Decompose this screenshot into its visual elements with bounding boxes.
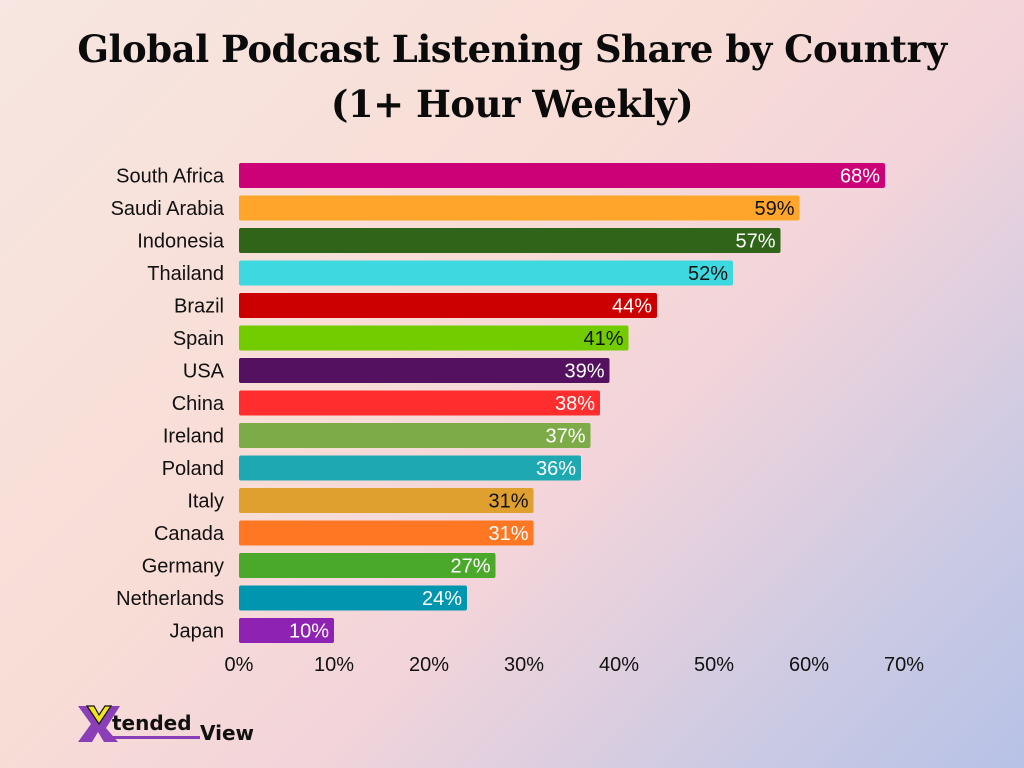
bar xyxy=(239,163,885,188)
category-label: Indonesia xyxy=(137,231,225,253)
category-label: Germany xyxy=(142,556,224,578)
data-label: 24% xyxy=(422,588,462,610)
data-label: 38% xyxy=(555,393,595,415)
data-label: 68% xyxy=(840,166,880,188)
bar xyxy=(239,260,733,286)
bar xyxy=(239,325,629,351)
bar xyxy=(239,618,334,643)
data-label: 59% xyxy=(754,198,794,220)
category-label: Netherlands xyxy=(116,588,224,610)
data-label: 37% xyxy=(545,426,585,448)
category-label: USA xyxy=(183,361,225,383)
category-label: Japan xyxy=(170,621,225,643)
x-tick-label: 50% xyxy=(694,654,734,676)
bar xyxy=(239,195,800,221)
category-label: Saudi Arabia xyxy=(111,198,225,220)
category-label: Spain xyxy=(173,328,224,350)
bar xyxy=(239,390,600,416)
x-tick-label: 10% xyxy=(314,654,354,676)
category-label: Italy xyxy=(187,491,224,513)
bar xyxy=(239,358,610,383)
x-tick-label: 40% xyxy=(599,654,639,676)
category-label: Poland xyxy=(162,458,224,480)
data-label: 44% xyxy=(612,296,652,318)
x-tick-label: 70% xyxy=(884,654,924,676)
xtendedview-logo: tended View xyxy=(78,705,254,745)
x-tick-label: 60% xyxy=(789,654,829,676)
x-tick-label: 30% xyxy=(504,654,544,676)
bar xyxy=(239,293,657,318)
svg-text:tended: tended xyxy=(112,711,192,735)
data-label: 39% xyxy=(564,361,604,383)
data-label: 31% xyxy=(488,491,528,513)
category-label: South Africa xyxy=(116,166,225,188)
x-tick-label: 0% xyxy=(225,654,254,676)
chart-title: Global Podcast Listening Share by Countr… xyxy=(0,22,1024,132)
bar xyxy=(239,228,781,253)
title-line-1: Global Podcast Listening Share by Countr… xyxy=(77,27,947,71)
data-label: 36% xyxy=(536,458,576,480)
data-label: 31% xyxy=(488,523,528,545)
bar xyxy=(239,488,534,513)
data-label: 57% xyxy=(735,231,775,253)
bar xyxy=(239,585,467,611)
category-label: Thailand xyxy=(147,263,224,285)
bar xyxy=(239,553,496,578)
data-label: 52% xyxy=(688,263,728,285)
data-label: 10% xyxy=(289,621,329,643)
svg-text:View: View xyxy=(200,721,254,745)
bar xyxy=(239,520,534,546)
category-label: Ireland xyxy=(163,426,224,448)
data-label: 27% xyxy=(450,556,490,578)
data-label: 41% xyxy=(583,328,623,350)
x-tick-label: 20% xyxy=(409,654,449,676)
category-label: Canada xyxy=(154,523,225,545)
title-line-2: (1+ Hour Weekly) xyxy=(330,82,694,126)
category-label: Brazil xyxy=(174,296,224,318)
bar xyxy=(239,455,581,481)
bar xyxy=(239,423,591,448)
category-label: China xyxy=(172,393,225,415)
